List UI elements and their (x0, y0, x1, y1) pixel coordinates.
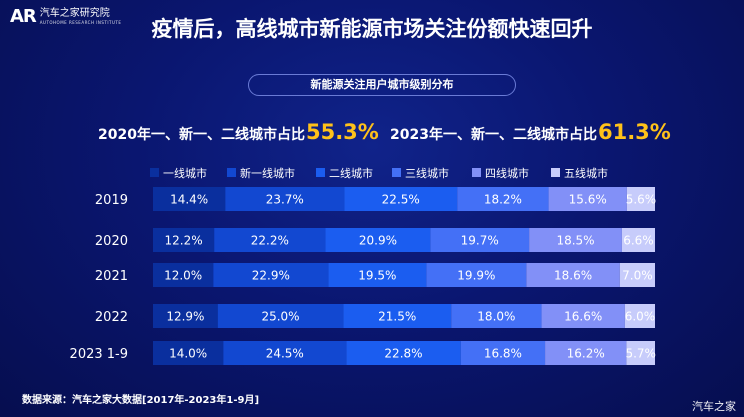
bar-segment-4-1 (153, 304, 218, 328)
stat-2020-label: 2020年一、新一、二线城市占比 (98, 127, 305, 143)
stat-2023-label: 2023年一、新一、二线城市占比 (390, 127, 597, 143)
bar-segment-3-1 (153, 263, 214, 287)
legend-label-6: 五线城市 (564, 166, 608, 180)
data-label-4-5: 16.6% (564, 310, 602, 324)
data-label-3-4: 19.9% (457, 269, 495, 283)
stat-2023: 2023年一、新一、二线城市占比 61.3% (390, 120, 671, 146)
logo-text: 汽车之家研究院 AUTOHOME RESEARCH INSTITUTE (40, 8, 122, 26)
bar-segment-4-2 (217, 304, 344, 328)
bar-segment-1-2 (225, 187, 345, 211)
category-label-1: 2019 (95, 193, 128, 208)
data-label-2-6: 6.6% (623, 234, 654, 248)
legend-swatch-1 (150, 168, 159, 177)
data-label-5-5: 16.2% (567, 347, 605, 361)
bar-segment-1-5 (548, 187, 627, 211)
bar-segment-3-5 (526, 263, 620, 287)
bar-segment-4-4 (451, 304, 542, 328)
legend-swatch-2 (227, 168, 236, 177)
legend-label-3: 二线城市 (329, 166, 373, 180)
bar-segment-5-5 (545, 341, 627, 365)
data-label-1-1: 14.4% (170, 193, 208, 207)
bar-segment-3-6 (619, 263, 655, 287)
data-label-2-2: 22.2% (251, 234, 289, 248)
bar-segment-2-1 (153, 228, 215, 252)
bar-segment-4-5 (541, 304, 625, 328)
legend-label-5: 四线城市 (485, 166, 529, 180)
chart-subtitle: 新能源关注用户城市级别分布 (248, 74, 516, 96)
stat-2020: 2020年一、新一、二线城市占比 55.3% (98, 120, 379, 146)
legend-label-2: 新一线城市 (240, 166, 295, 180)
data-label-1-6: 5.6% (626, 193, 657, 207)
logo-name-cn: 汽车之家研究院 (39, 7, 110, 19)
data-label-2-5: 18.5% (556, 234, 594, 248)
category-label-2: 2020 (95, 234, 128, 249)
data-label-4-2: 25.0% (261, 310, 299, 324)
logo-mark: AR (10, 6, 37, 27)
bar-segment-5-1 (153, 341, 224, 365)
category-label-4: 2022 (95, 310, 128, 325)
category-label-5: 2023 1-9 (70, 347, 128, 362)
watermark: 汽车之家 (692, 400, 736, 413)
data-label-4-1: 12.9% (166, 310, 204, 324)
bar-segment-3-2 (213, 263, 329, 287)
data-label-2-1: 12.2% (165, 234, 203, 248)
data-label-2-4: 19.7% (461, 234, 499, 248)
bar-segment-2-2 (214, 228, 326, 252)
bar-segment-2-5 (529, 228, 622, 252)
bar-segment-1-6 (626, 187, 655, 211)
data-label-3-3: 19.5% (358, 269, 396, 283)
bar-segment-5-2 (223, 341, 347, 365)
data-label-3-2: 22.9% (252, 269, 290, 283)
stat-2023-value: 61.3% (597, 120, 671, 144)
data-label-1-5: 15.6% (569, 193, 607, 207)
data-label-4-3: 21.5% (378, 310, 416, 324)
bar-segment-4-6 (624, 304, 655, 328)
legend-swatch-3 (316, 168, 325, 177)
bar-segment-2-6 (621, 228, 655, 252)
legend-label-1: 一线城市 (163, 166, 207, 180)
data-label-3-5: 18.6% (554, 269, 592, 283)
page-title: 疫情后，高线城市新能源市场关注份额快速回升 (151, 17, 593, 41)
data-label-4-6: 6.0% (625, 310, 656, 324)
data-label-5-1: 14.0% (169, 347, 207, 361)
data-label-5-3: 22.8% (384, 347, 422, 361)
logo-name-en: AUTOHOME RESEARCH INSTITUTE (39, 19, 122, 25)
bar-segment-2-4 (430, 228, 530, 252)
legend-swatch-6 (551, 168, 560, 177)
bar-segment-1-1 (153, 187, 226, 211)
bar-segment-2-3 (325, 228, 431, 252)
data-label-1-4: 18.2% (484, 193, 522, 207)
legend-swatch-4 (392, 168, 401, 177)
legend-label-4: 三线城市 (405, 166, 449, 180)
data-label-5-2: 24.5% (266, 347, 304, 361)
data-label-1-3: 22.5% (382, 193, 420, 207)
bar-segment-5-3 (346, 341, 461, 365)
legend-swatch-5 (472, 168, 481, 177)
category-label-3: 2021 (95, 269, 128, 284)
data-label-5-6: 5.7% (625, 347, 656, 361)
bar-segment-3-3 (328, 263, 427, 287)
bar-segment-1-4 (457, 187, 549, 211)
bar-segment-3-4 (426, 263, 527, 287)
bar-segment-1-3 (344, 187, 458, 211)
data-label-3-1: 12.0% (164, 269, 202, 283)
bar-segment-5-4 (460, 341, 546, 365)
bar-segment-5-6 (626, 341, 655, 365)
data-label-5-4: 16.8% (484, 347, 522, 361)
bar-segment-4-3 (343, 304, 452, 328)
stat-2020-value: 55.3% (305, 120, 379, 144)
data-label-1-2: 23.7% (266, 193, 304, 207)
data-label-4-4: 18.0% (477, 310, 515, 324)
data-label-3-6: 7.0% (622, 269, 653, 283)
data-source: 数据来源：汽车之家大数据[2017年-2023年1-9月] (22, 395, 260, 406)
logo: AR 汽车之家研究院 AUTOHOME RESEARCH INSTITUTE (10, 6, 121, 27)
data-label-2-3: 20.9% (359, 234, 397, 248)
